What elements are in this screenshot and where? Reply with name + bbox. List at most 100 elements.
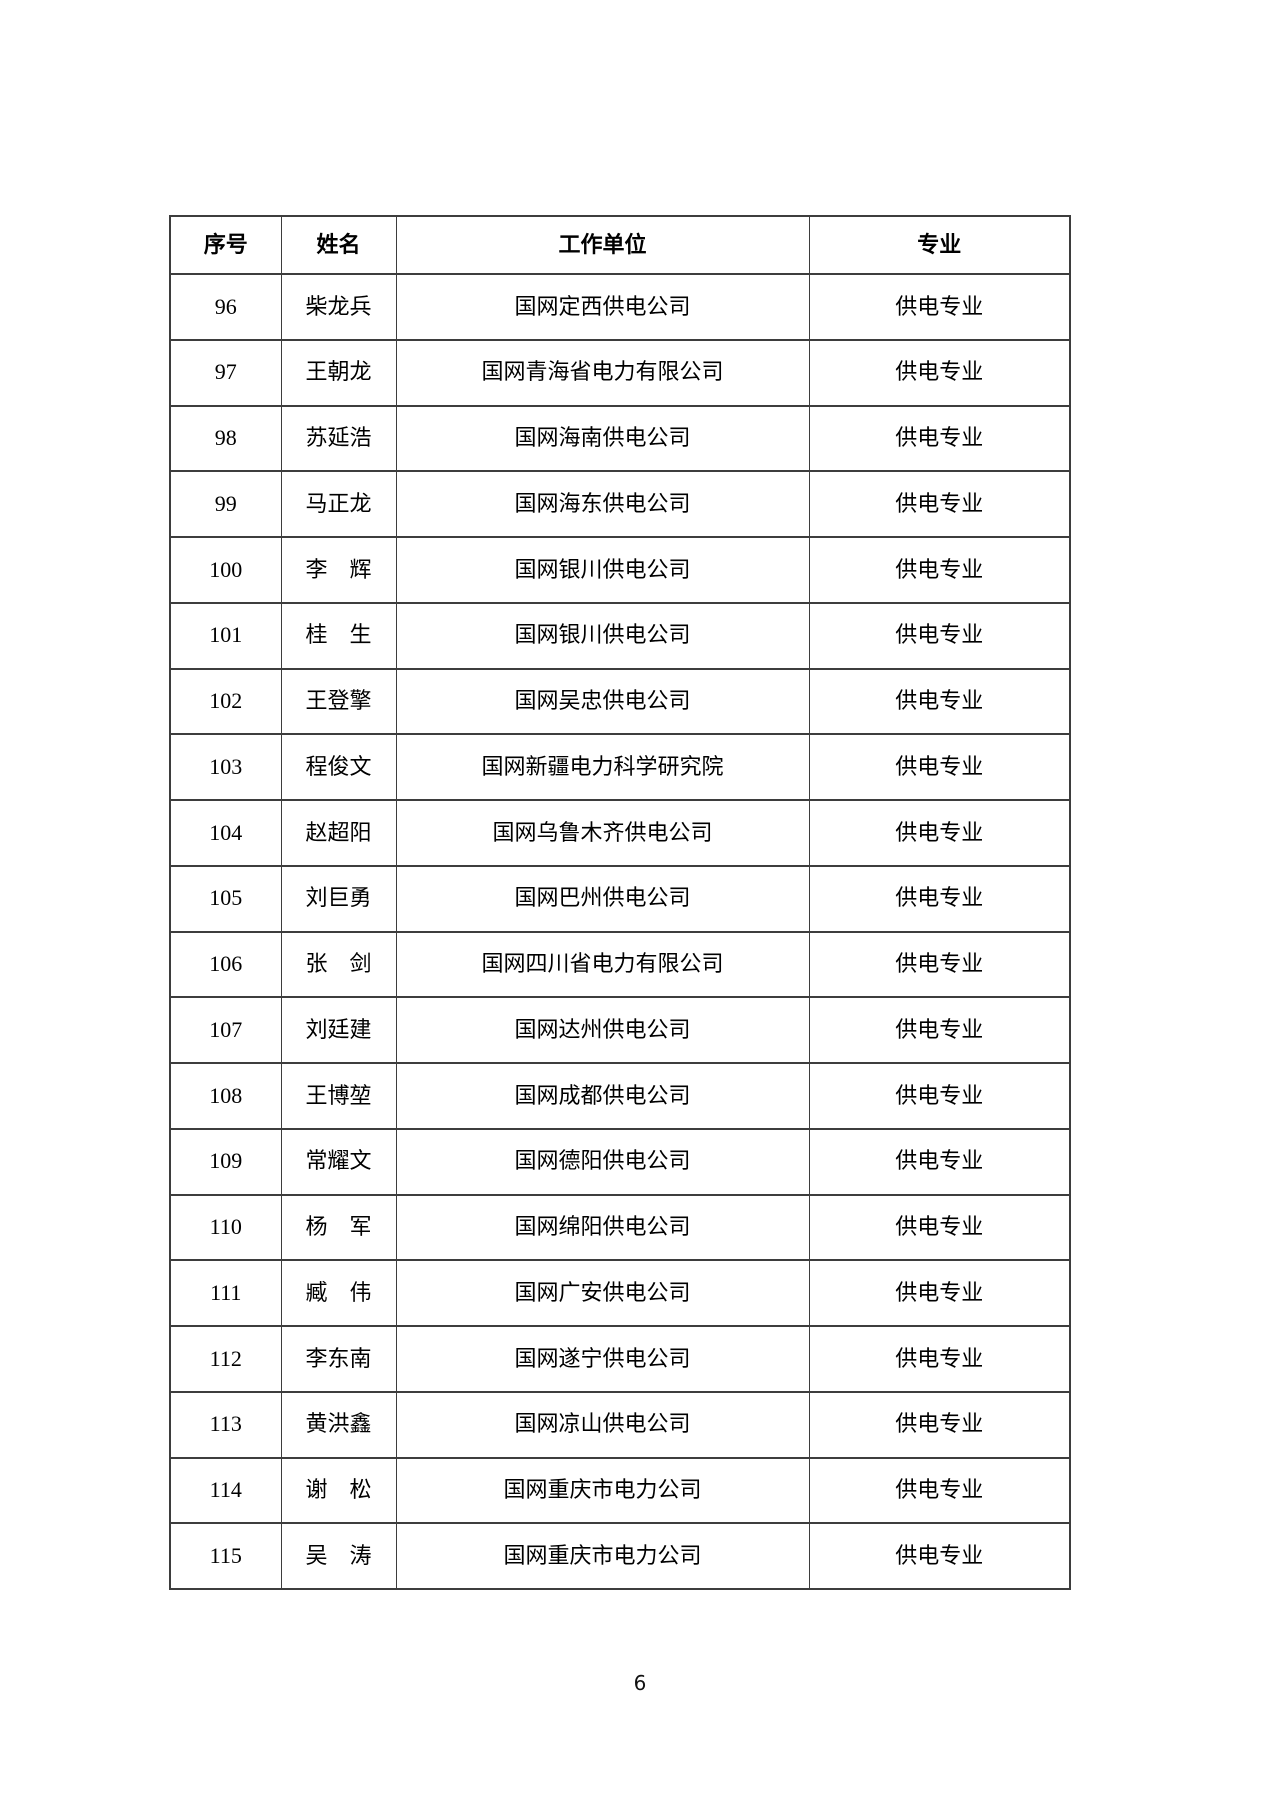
header-row: 序号 姓名 工作单位 专业 xyxy=(169,215,1071,275)
cell-name: 王朝龙 xyxy=(280,338,397,407)
table-row: 96 柴龙兵 国网定西供电公司 供电专业 xyxy=(169,273,1071,341)
cell-unit: 国网银川供电公司 xyxy=(395,601,810,670)
cell-no: 99 xyxy=(169,470,282,538)
cell-major: 供电专业 xyxy=(808,864,1071,933)
table-row: 114 谢 松国网重庆市电力公司 供电专业 xyxy=(169,1456,1071,1525)
cell-no: 98 xyxy=(169,404,282,473)
cell-unit: 国网巴州供电公司 xyxy=(395,864,810,933)
cell-major: 供电专业 xyxy=(808,404,1071,473)
cell-major: 供电专业 xyxy=(808,1456,1071,1525)
cell-no: 111 xyxy=(169,1259,282,1327)
table-row: 107 刘廷建 国网达州供电公司 供电专业 xyxy=(169,996,1071,1064)
cell-no: 110 xyxy=(169,1193,282,1262)
cell-major: 供电专业 xyxy=(808,799,1071,867)
cell-name: 吴 涛 xyxy=(280,1522,397,1590)
cell-major: 供电专业 xyxy=(808,667,1071,736)
cell-major: 供电专业 xyxy=(808,536,1071,604)
column-header-major: 专业 xyxy=(808,215,1071,275)
cell-no: 115 xyxy=(169,1522,282,1590)
table-row: 109 常耀文 国网德阳供电公司 供电专业 xyxy=(169,1127,1071,1196)
cell-no: 103 xyxy=(169,733,282,801)
cell-no: 107 xyxy=(169,996,282,1064)
cell-unit: 国网达州供电公司 xyxy=(395,996,810,1064)
cell-unit: 国网德阳供电公司 xyxy=(395,1127,810,1196)
cell-major: 供电专业 xyxy=(808,1390,1071,1459)
cell-unit: 国网新疆电力科学研究院 xyxy=(395,733,810,801)
cell-name: 李 辉 xyxy=(280,536,397,604)
cell-name: 王博堃 xyxy=(280,1062,397,1130)
cell-major: 供电专业 xyxy=(808,338,1071,407)
cell-unit: 国网银川供电公司 xyxy=(395,536,810,604)
cell-no: 114 xyxy=(169,1456,282,1525)
cell-unit: 国网青海省电力有限公司 xyxy=(395,338,810,407)
table-row: 103 程俊文 国网新疆电力科学研究院 供电专业 xyxy=(169,733,1071,801)
table-row: 97 王朝龙 国网青海省电力有限公司 供电专业 xyxy=(169,338,1071,407)
cell-major: 供电专业 xyxy=(808,470,1071,538)
cell-no: 105 xyxy=(169,864,282,933)
cell-name: 刘廷建 xyxy=(280,996,397,1064)
cell-unit: 国网遂宁供电公司 xyxy=(395,1325,810,1393)
cell-no: 100 xyxy=(169,536,282,604)
cell-major: 供电专业 xyxy=(808,601,1071,670)
table-row: 108 王博堃 国网成都供电公司 供电专业 xyxy=(169,1062,1071,1130)
cell-unit: 国网广安供电公司 xyxy=(395,1259,810,1327)
column-header-no: 序号 xyxy=(169,215,282,275)
cell-unit: 国网海东供电公司 xyxy=(395,470,810,538)
cell-name: 杨 军 xyxy=(280,1193,397,1262)
cell-unit: 国网乌鲁木齐供电公司 xyxy=(395,799,810,867)
cell-name: 常耀文 xyxy=(280,1127,397,1196)
cell-name: 马正龙 xyxy=(280,470,397,538)
cell-unit: 国网定西供电公司 xyxy=(395,273,810,341)
cell-major: 供电专业 xyxy=(808,273,1071,341)
page-number: 6 xyxy=(633,1671,647,1695)
cell-unit: 国网绵阳供电公司 xyxy=(395,1193,810,1262)
table-row: 106 张 剑国网四川省电力有限公司 供电专业 xyxy=(169,930,1071,999)
cell-name: 黄洪鑫 xyxy=(280,1390,397,1459)
cell-no: 113 xyxy=(169,1390,282,1459)
table-row: 112 李东南 国网遂宁供电公司 供电专业 xyxy=(169,1325,1071,1393)
cell-name: 李东南 xyxy=(280,1325,397,1393)
cell-no: 102 xyxy=(169,667,282,736)
cell-no: 96 xyxy=(169,273,282,341)
cell-no: 106 xyxy=(169,930,282,999)
column-header-name: 姓名 xyxy=(280,215,397,275)
cell-major: 供电专业 xyxy=(808,1127,1071,1196)
cell-no: 112 xyxy=(169,1325,282,1393)
cell-major: 供电专业 xyxy=(808,1325,1071,1393)
cell-name: 程俊文 xyxy=(280,733,397,801)
cell-unit: 国网吴忠供电公司 xyxy=(395,667,810,736)
table-row: 100 李 辉国网银川供电公司 供电专业 xyxy=(169,536,1071,604)
table-row: 111 臧 伟国网广安供电公司 供电专业 xyxy=(169,1259,1071,1327)
cell-name: 刘巨勇 xyxy=(280,864,397,933)
cell-major: 供电专业 xyxy=(808,996,1071,1064)
cell-name: 桂 生 xyxy=(280,601,397,670)
table-row: 115 吴 涛国网重庆市电力公司 供电专业 xyxy=(169,1522,1071,1590)
table-row: 101 桂 生国网银川供电公司 供电专业 xyxy=(169,601,1071,670)
table-row: 99 马正龙 国网海东供电公司 供电专业 xyxy=(169,470,1071,538)
table-row: 110 杨 军国网绵阳供电公司 供电专业 xyxy=(169,1193,1071,1262)
cell-no: 101 xyxy=(169,601,282,670)
cell-major: 供电专业 xyxy=(808,1259,1071,1327)
cell-name: 臧 伟 xyxy=(280,1259,397,1327)
cell-unit: 国网重庆市电力公司 xyxy=(395,1456,810,1525)
cell-unit: 国网四川省电力有限公司 xyxy=(395,930,810,999)
cell-unit: 国网凉山供电公司 xyxy=(395,1390,810,1459)
table-header: 序号 姓名 工作单位 专业 xyxy=(169,215,1071,275)
cell-name: 谢 松 xyxy=(280,1456,397,1525)
cell-name: 王登擎 xyxy=(280,667,397,736)
table-body: 96 柴龙兵 国网定西供电公司 供电专业 97 王朝龙 国网青海省电力有限公司 供电专业 98 苏… xyxy=(169,273,1071,1590)
cell-major: 供电专业 xyxy=(808,1193,1071,1262)
cell-major: 供电专业 xyxy=(808,1062,1071,1130)
cell-no: 104 xyxy=(169,799,282,867)
cell-name: 张 剑 xyxy=(280,930,397,999)
cell-unit: 国网重庆市电力公司 xyxy=(395,1522,810,1590)
roster-table: 序号 姓名 工作单位 专业 96 柴龙兵 国网定西供电公司 供电专业 97 王朝龙 国网青海… xyxy=(169,215,1071,1590)
cell-name: 柴龙兵 xyxy=(280,273,397,341)
table-row: 113 黄洪鑫 国网凉山供电公司 供电专业 xyxy=(169,1390,1071,1459)
cell-name: 苏延浩 xyxy=(280,404,397,473)
cell-name: 赵超阳 xyxy=(280,799,397,867)
cell-unit: 国网成都供电公司 xyxy=(395,1062,810,1130)
cell-unit: 国网海南供电公司 xyxy=(395,404,810,473)
table-row: 104 赵超阳 国网乌鲁木齐供电公司 供电专业 xyxy=(169,799,1071,867)
